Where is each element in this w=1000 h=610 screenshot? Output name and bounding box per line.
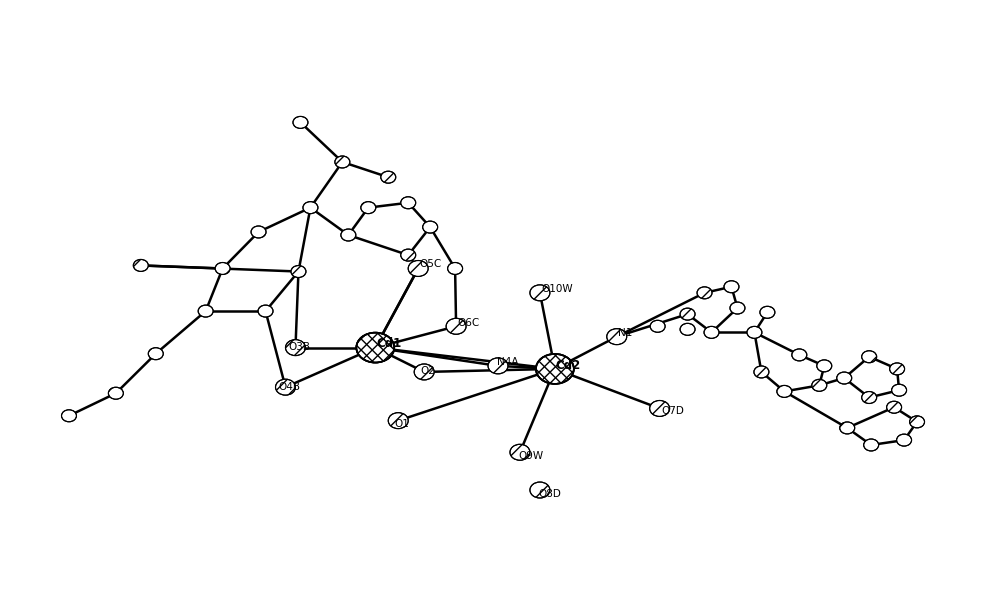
Text: O4B: O4B	[279, 382, 301, 392]
Ellipse shape	[356, 332, 394, 362]
Ellipse shape	[650, 401, 670, 417]
Ellipse shape	[408, 260, 428, 276]
Ellipse shape	[414, 364, 434, 380]
Ellipse shape	[864, 439, 879, 451]
Ellipse shape	[650, 320, 665, 332]
Ellipse shape	[817, 360, 832, 372]
Ellipse shape	[381, 171, 396, 183]
Ellipse shape	[258, 305, 273, 317]
Ellipse shape	[724, 281, 739, 293]
Ellipse shape	[285, 340, 305, 356]
Ellipse shape	[62, 410, 76, 422]
Text: O10W: O10W	[541, 284, 573, 294]
Ellipse shape	[198, 305, 213, 317]
Ellipse shape	[276, 379, 295, 395]
Ellipse shape	[361, 202, 376, 213]
Ellipse shape	[892, 384, 907, 396]
Ellipse shape	[607, 329, 627, 345]
Ellipse shape	[887, 401, 902, 413]
Ellipse shape	[862, 351, 877, 363]
Ellipse shape	[488, 358, 508, 374]
Ellipse shape	[890, 363, 905, 375]
Ellipse shape	[910, 416, 925, 428]
Ellipse shape	[448, 262, 463, 274]
Text: O9W: O9W	[518, 451, 543, 461]
Ellipse shape	[446, 318, 466, 334]
Text: Cd2: Cd2	[556, 359, 581, 371]
Text: O2: O2	[420, 367, 435, 376]
Ellipse shape	[730, 302, 745, 314]
Ellipse shape	[341, 229, 356, 241]
Ellipse shape	[133, 259, 148, 271]
Text: N1: N1	[618, 328, 632, 338]
Ellipse shape	[680, 308, 695, 320]
Ellipse shape	[423, 221, 438, 233]
Ellipse shape	[510, 444, 530, 461]
Ellipse shape	[401, 197, 416, 209]
Ellipse shape	[293, 117, 308, 128]
Ellipse shape	[760, 306, 775, 318]
Ellipse shape	[215, 262, 230, 274]
Ellipse shape	[291, 265, 306, 278]
Text: O5C: O5C	[419, 259, 442, 270]
Ellipse shape	[530, 285, 550, 301]
Text: Cd1: Cd1	[376, 337, 402, 350]
Ellipse shape	[837, 372, 852, 384]
Ellipse shape	[401, 249, 416, 261]
Ellipse shape	[335, 156, 350, 168]
Text: N4A: N4A	[497, 357, 519, 367]
Ellipse shape	[704, 326, 719, 339]
Ellipse shape	[792, 349, 807, 361]
Ellipse shape	[812, 379, 827, 392]
Ellipse shape	[530, 482, 550, 498]
Ellipse shape	[697, 287, 712, 299]
Text: O7D: O7D	[661, 406, 684, 416]
Ellipse shape	[862, 392, 877, 403]
Ellipse shape	[840, 422, 855, 434]
Ellipse shape	[777, 386, 792, 397]
Ellipse shape	[148, 348, 163, 360]
Text: O6C: O6C	[457, 318, 479, 328]
Ellipse shape	[897, 434, 912, 446]
Text: O8D: O8D	[538, 489, 561, 499]
Ellipse shape	[536, 354, 574, 384]
Ellipse shape	[251, 226, 266, 238]
Ellipse shape	[680, 323, 695, 336]
Ellipse shape	[754, 366, 769, 378]
Text: O3B: O3B	[288, 342, 310, 351]
Text: O1: O1	[395, 420, 410, 429]
Ellipse shape	[388, 412, 408, 429]
Ellipse shape	[108, 387, 123, 399]
Ellipse shape	[303, 202, 318, 213]
Ellipse shape	[747, 326, 762, 339]
